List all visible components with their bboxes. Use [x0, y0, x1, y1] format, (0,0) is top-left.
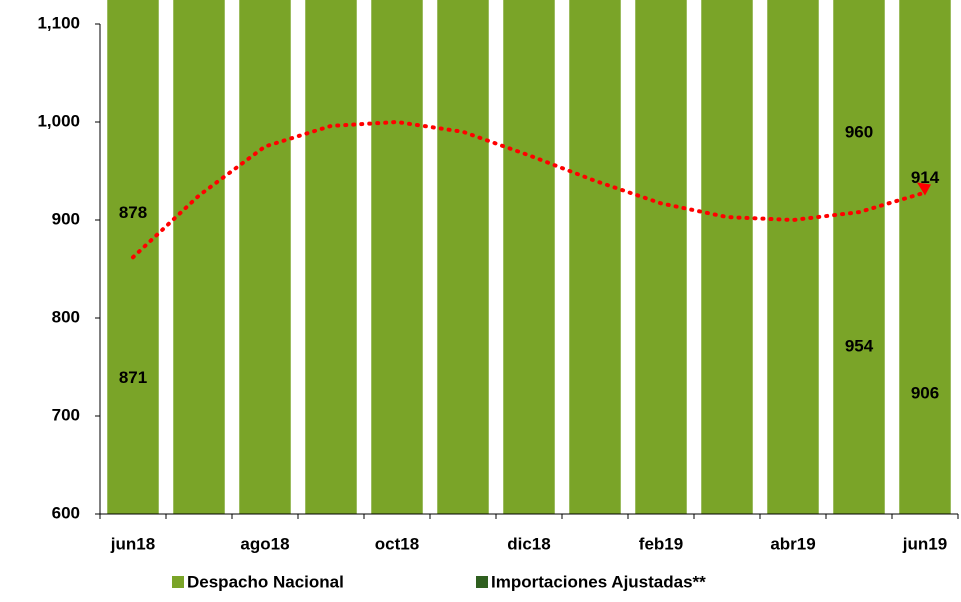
- y-tick-label: 800: [52, 307, 80, 326]
- bar-segment: [701, 0, 753, 514]
- trend-arrow: [917, 182, 931, 196]
- y-tick-label: 1,000: [37, 111, 80, 130]
- bar-segment: [437, 0, 489, 515]
- bar-segment: [767, 0, 819, 514]
- data-label: 871: [119, 368, 147, 387]
- x-tick-label: dic18: [507, 534, 550, 553]
- y-tick-label: 700: [52, 405, 80, 424]
- bar-segment: [239, 0, 291, 514]
- total-label: 960: [845, 123, 873, 142]
- total-label: 914: [911, 168, 940, 187]
- x-tick-label: abr19: [770, 534, 815, 553]
- bar-segment: [899, 0, 951, 514]
- bar-segment: [305, 0, 357, 514]
- total-label: 878: [119, 203, 147, 222]
- bar-segment: [833, 0, 885, 515]
- x-tick-label: oct18: [375, 534, 419, 553]
- x-tick-label: ago18: [240, 534, 289, 553]
- x-tick-label: jun18: [110, 534, 155, 553]
- x-tick-label: jun19: [902, 534, 947, 553]
- y-tick-label: 600: [52, 503, 80, 522]
- trend-line: [131, 119, 927, 260]
- bar-segment: [503, 0, 555, 514]
- legend-swatch: [476, 576, 488, 588]
- y-tick-label: 1,100: [37, 13, 80, 32]
- bar-segment: [635, 0, 687, 514]
- legend-label: Importaciones Ajustadas**: [491, 572, 706, 591]
- data-label: 954: [845, 337, 874, 356]
- data-label: 906: [911, 384, 939, 403]
- y-tick-label: 900: [52, 209, 80, 228]
- legend-label: Despacho Nacional: [187, 572, 344, 591]
- legend-swatch: [172, 576, 184, 588]
- x-tick-label: feb19: [639, 534, 683, 553]
- bar-segment: [173, 0, 225, 514]
- bar-segment: [371, 0, 423, 514]
- bar-segment: [569, 0, 621, 514]
